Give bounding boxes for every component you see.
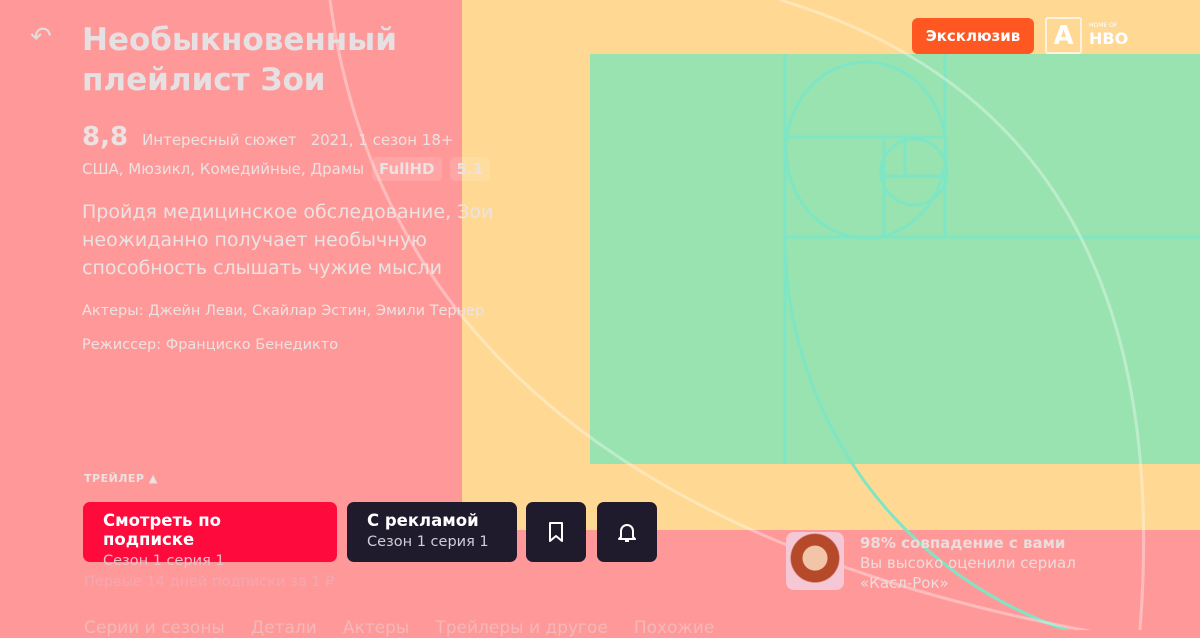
- hbo-tagline: HOME OF: [1089, 22, 1118, 29]
- button-label: Смотреть по подписке: [103, 511, 221, 549]
- genres-row: США, Мюзикл, Комедийные, Драмы FullHD 5.…: [82, 157, 491, 181]
- trailer-toggle[interactable]: ТРЕЙЛЕР ▲: [84, 472, 158, 485]
- watch-with-ads-button[interactable]: С рекламой Сезон 1 серия 1: [347, 502, 517, 562]
- tabs: Серии и сезоны Детали Актеры Трейлеры и …: [84, 618, 714, 638]
- guide-arcs: [328, 0, 1146, 630]
- tab-details[interactable]: Детали: [250, 618, 317, 638]
- avatar: [786, 532, 844, 590]
- match-info: 98% совпадение с вами Вы высоко оценили …: [860, 533, 1076, 593]
- quality-tag: FullHD: [372, 157, 442, 181]
- audio-tag: 5.1: [449, 157, 491, 181]
- button-label: С рекламой: [367, 511, 479, 530]
- description: Пройдя медицинское обследование, Зои нео…: [82, 201, 494, 279]
- director: Режиссер: Франциско Бенедикто: [82, 337, 339, 353]
- tab-trailers[interactable]: Трейлеры и другое: [435, 618, 608, 638]
- tab-similar[interactable]: Похожие: [633, 618, 715, 638]
- bookmark-button[interactable]: [526, 502, 586, 562]
- credits: Актеры: Джейн Леви, Скайлар Эстин, Эмили…: [82, 294, 484, 362]
- match-line1: Вы высоко оценили сериал: [860, 554, 1076, 572]
- rating-label: Интересный сюжет: [142, 131, 297, 149]
- spiral-grid: [783, 54, 1200, 630]
- button-sublabel: Сезон 1 серия 1: [367, 534, 489, 550]
- genres: США, Мюзикл, Комедийные, Драмы: [82, 160, 365, 178]
- tab-episodes[interactable]: Серии и сезоны: [84, 618, 225, 638]
- bookmark-icon: [549, 522, 563, 542]
- back-arrow-icon[interactable]: ↶: [30, 22, 52, 52]
- page-title: Необыкновенный плейлист Зои: [82, 22, 397, 98]
- rating: 8,8: [82, 122, 129, 152]
- match-title: 98% совпадение с вами: [860, 534, 1066, 552]
- watch-subscription-button[interactable]: Смотреть по подписке Сезон 1 серия 1: [83, 502, 337, 569]
- match-line2: «Касл-Рок»: [860, 574, 949, 592]
- actors: Актеры: Джейн Леви, Скайлар Эстин, Эмили…: [82, 303, 485, 319]
- promo-text: Первые 14 дней подписки за 1 ₽: [84, 574, 335, 590]
- hbo-logo: HOME OF HBO: [1089, 22, 1128, 48]
- hbo-wordmark: HBO: [1089, 29, 1129, 48]
- overlay-green-region: [590, 54, 1200, 464]
- year-season-age: 2021, 1 сезон 18+: [310, 131, 454, 149]
- notify-button[interactable]: [597, 502, 657, 562]
- button-sublabel: Сезон 1 серия 1: [103, 553, 225, 569]
- bell-icon: [618, 524, 636, 542]
- exclusive-badge: Эксклюзив: [912, 18, 1034, 54]
- tab-actors[interactable]: Актеры: [342, 618, 410, 638]
- amediateka-logo: A: [1045, 17, 1082, 54]
- meta-row: 8,8 Интересный сюжет 2021, 1 сезон 18+: [82, 122, 453, 152]
